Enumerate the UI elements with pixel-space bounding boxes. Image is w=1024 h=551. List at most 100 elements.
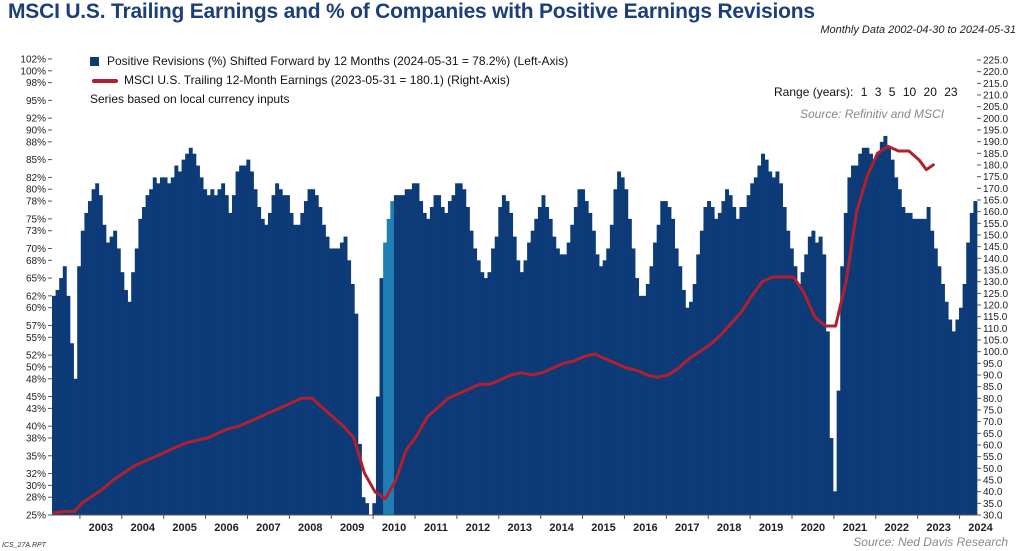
revision-bar xyxy=(253,189,258,515)
x-axis-tick-label: 2014 xyxy=(549,522,574,534)
revision-bar xyxy=(599,266,604,515)
x-axis-tick-label: 2011 xyxy=(424,522,448,534)
revision-bar xyxy=(739,207,744,515)
revision-bar xyxy=(653,242,658,516)
revision-bar xyxy=(505,201,510,516)
range-label: Range (years): xyxy=(774,85,854,99)
revision-bar xyxy=(696,254,701,515)
revision-bar xyxy=(660,201,665,516)
revision-bar xyxy=(483,278,488,515)
revision-bar xyxy=(908,212,913,515)
revision-bar xyxy=(332,248,337,515)
revision-bar xyxy=(941,284,945,515)
revision-bar xyxy=(559,254,564,515)
revision-bar xyxy=(87,201,92,516)
legend-item-line: MSCI U.S. Trailing 12-Month Earnings (20… xyxy=(90,71,568,90)
revision-bar xyxy=(689,301,694,515)
revision-bar xyxy=(501,195,506,515)
range-option-5[interactable]: 5 xyxy=(888,85,896,99)
range-option-10[interactable]: 10 xyxy=(902,85,917,99)
revision-bar xyxy=(843,212,848,515)
revision-bar xyxy=(246,159,251,515)
revision-bar xyxy=(591,230,596,515)
revision-bar xyxy=(156,183,161,516)
revision-bar xyxy=(469,230,474,515)
revision-bar xyxy=(512,236,517,515)
left-axis-tick-label: 43% xyxy=(26,404,46,415)
revision-bar xyxy=(804,254,809,515)
revision-bar xyxy=(95,183,100,516)
revision-bar xyxy=(638,295,643,515)
revision-bar xyxy=(170,177,175,515)
x-axis-tick-label: 2007 xyxy=(256,522,280,534)
range-option-23[interactable]: 23 xyxy=(944,85,958,99)
revision-bar xyxy=(818,236,823,515)
x-axis-tick-label: 2003 xyxy=(89,522,113,534)
revision-bar xyxy=(77,266,82,515)
revision-bar xyxy=(876,153,881,515)
revision-bar xyxy=(703,207,708,515)
revision-bar xyxy=(617,171,622,515)
revision-bar xyxy=(120,272,125,515)
revision-bar xyxy=(249,171,254,515)
revision-bar xyxy=(847,177,852,515)
right-axis-tick-label: 110.0 xyxy=(983,324,1008,335)
revision-bar xyxy=(267,212,272,515)
revision-bar xyxy=(336,248,341,515)
revision-bar xyxy=(311,189,316,515)
right-axis-tick-label: 30.0 xyxy=(983,511,1003,522)
revision-bar xyxy=(527,242,532,516)
revision-bar xyxy=(811,230,816,515)
revision-bar xyxy=(645,284,650,515)
revision-bar xyxy=(649,266,654,515)
right-axis-tick-label: 130.0 xyxy=(983,277,1008,288)
right-axis-tick-label: 75.0 xyxy=(983,406,1003,417)
revision-bar xyxy=(581,189,586,515)
revision-bar xyxy=(242,165,247,516)
revision-bar xyxy=(948,319,953,515)
revision-bar xyxy=(109,236,114,515)
revision-bar xyxy=(455,183,460,516)
left-axis-tick-label: 57% xyxy=(26,321,46,332)
left-axis-tick-label: 78% xyxy=(26,197,46,208)
revision-bar xyxy=(217,189,222,515)
revision-bar xyxy=(854,165,859,516)
revision-bar xyxy=(66,295,71,515)
revision-bar xyxy=(761,153,765,515)
revision-bar xyxy=(473,248,478,515)
right-axis-tick-label: 150.0 xyxy=(983,231,1008,242)
revision-bar xyxy=(631,248,636,515)
revision-bar xyxy=(264,224,269,515)
right-axis-tick-label: 175.0 xyxy=(983,172,1008,183)
source-bottom: Source: Ned Davis Research xyxy=(853,535,1008,549)
revision-bar xyxy=(570,224,575,515)
x-axis-tick-label: 2024 xyxy=(968,522,993,534)
revision-bar xyxy=(102,224,107,515)
revision-bar xyxy=(606,248,611,515)
legend-item-bars: Positive Revisions (%) Shifted Forward b… xyxy=(90,52,568,71)
revision-bar xyxy=(465,207,470,515)
revision-bar xyxy=(707,201,712,516)
revision-bar xyxy=(141,207,146,515)
revision-bar xyxy=(239,165,244,516)
revision-bar xyxy=(692,284,697,515)
revision-bar xyxy=(285,195,290,515)
revision-bar xyxy=(192,153,197,515)
revision-bar xyxy=(509,212,514,515)
range-option-1[interactable]: 1 xyxy=(860,85,868,99)
range-option-20[interactable]: 20 xyxy=(923,85,937,99)
revision-bar xyxy=(656,224,661,515)
revision-bar xyxy=(372,503,377,515)
revision-bar xyxy=(753,177,758,515)
revision-bar xyxy=(671,218,676,515)
revision-bar xyxy=(750,183,755,516)
revision-bar xyxy=(962,284,967,515)
revision-bar xyxy=(602,260,607,515)
revision-bar xyxy=(433,195,438,515)
revision-bar xyxy=(807,236,812,515)
revision-bar xyxy=(552,236,557,515)
revision-bar xyxy=(959,307,963,515)
range-option-3[interactable]: 3 xyxy=(874,85,882,99)
left-axis-tick-label: 48% xyxy=(26,374,46,385)
revision-bar xyxy=(59,278,64,515)
